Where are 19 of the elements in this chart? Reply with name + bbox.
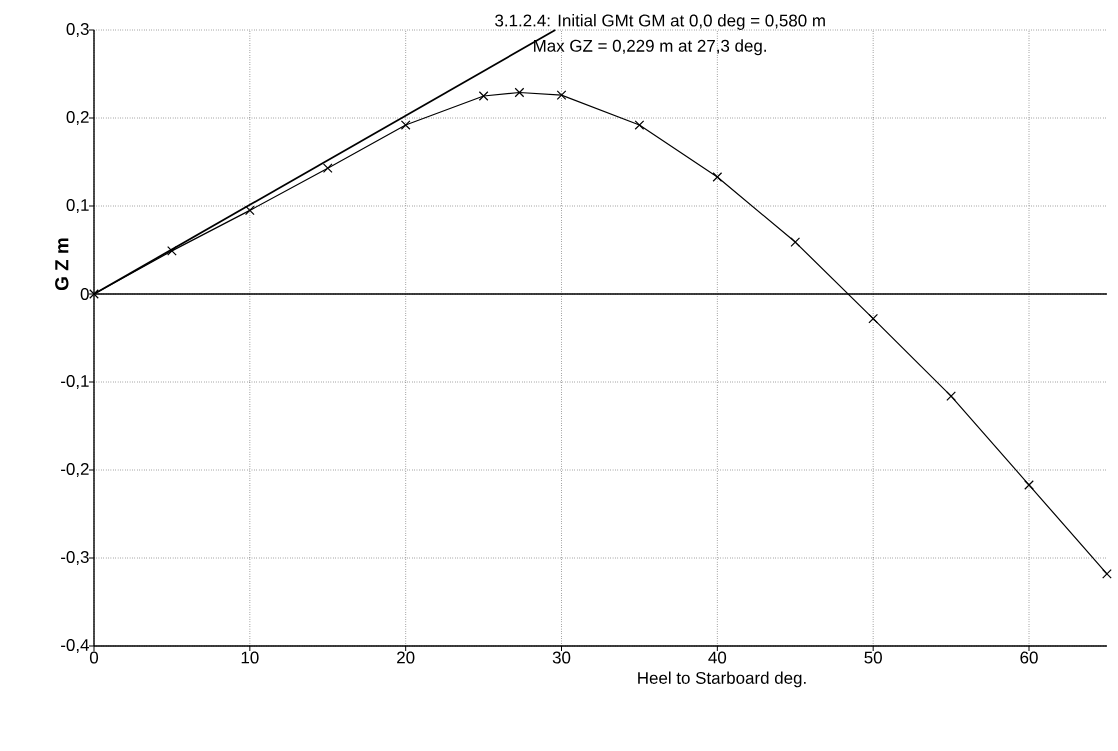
y-tick-label: 0 — [80, 288, 89, 300]
annotation: Max GZ = 0,229 m at 27,3 deg. — [534, 39, 766, 56]
x-tick-label: 30 — [552, 651, 571, 664]
y-tick-label: 0,2 — [66, 111, 89, 125]
x-tick-label: 40 — [708, 651, 727, 664]
x-tick-label: 50 — [864, 651, 882, 664]
text: 3.1.2.4: Initial GMt GM at 0,0 deg = 0,580 m — [495, 14, 825, 30]
x-axis-title: Heel to Starboard deg. — [638, 671, 806, 688]
x-tick-label: 10 — [241, 651, 259, 664]
y-tick-label: -0,2 — [61, 463, 89, 477]
y-tick-label: -0,1 — [61, 375, 89, 389]
x-tick-label: 20 — [397, 651, 415, 664]
x-tick-label: 0 — [89, 651, 99, 664]
y-tick-label: 0,3 — [66, 23, 89, 37]
y-axis-title: G Z m — [55, 238, 69, 291]
y-tick-label: 0,1 — [66, 199, 89, 213]
x-tick-label: 60 — [1020, 651, 1038, 664]
y-tick-label: -0,3 — [61, 551, 89, 565]
y-tick-label: -0,4 — [61, 639, 89, 653]
